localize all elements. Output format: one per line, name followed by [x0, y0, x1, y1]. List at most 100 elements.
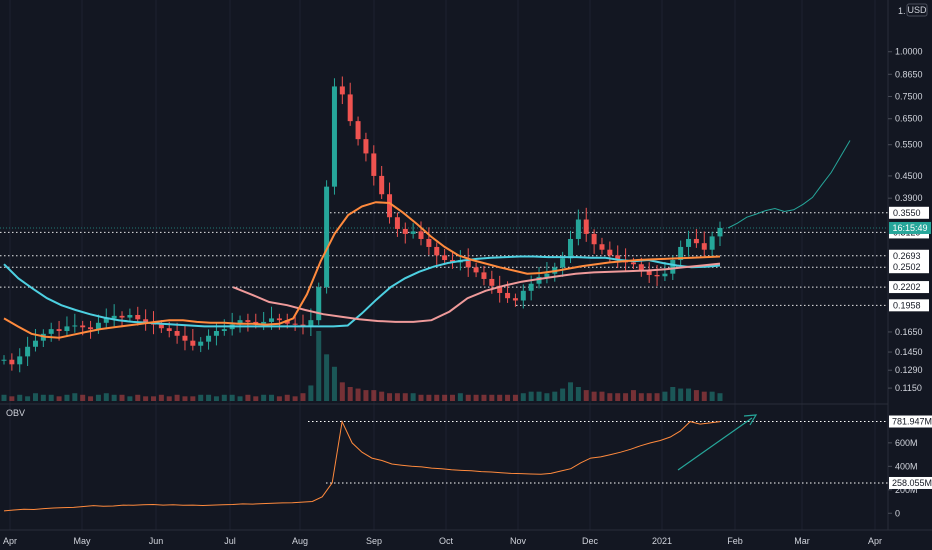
volume-bar [457, 393, 463, 401]
candle-body [9, 359, 15, 365]
candle-body [402, 228, 408, 234]
candle-body [182, 335, 188, 341]
top-corner-label: 1. [898, 6, 906, 16]
volume-bar [623, 393, 629, 401]
obv-tick-label: 200M [895, 485, 918, 495]
volume-bar [552, 391, 558, 401]
price-level-label: 0.2693 [893, 251, 921, 261]
volume-bar [520, 393, 526, 401]
countdown-label: 16:15:49 [892, 223, 927, 233]
candle-body [276, 318, 282, 321]
price-tick-label: 0.6500 [895, 114, 923, 124]
volume-bar [599, 391, 605, 401]
candle-body [316, 287, 322, 321]
candle-body [308, 320, 314, 327]
candle-body [88, 327, 94, 330]
candle-body [261, 321, 267, 324]
forecast-line [727, 140, 851, 229]
obv-labels: 781.947M 258.055M [889, 415, 932, 489]
x-tick-label: Feb [727, 536, 743, 546]
volume-bar [32, 393, 38, 401]
volume-bar [150, 396, 156, 401]
volume-bar [387, 393, 393, 401]
volume-bar [119, 394, 125, 401]
candle-body [481, 272, 487, 279]
candle-body [143, 319, 149, 323]
volume-bar [717, 393, 723, 401]
candle-body [339, 86, 345, 95]
volume-bar [72, 393, 78, 401]
volume-bar [410, 393, 416, 401]
candle-body [497, 285, 503, 293]
price-tick-label: 0.4500 [895, 171, 923, 181]
volume-bar [143, 396, 149, 401]
candle-body [686, 238, 692, 247]
price-panel[interactable] [0, 76, 888, 401]
candle-body [394, 217, 400, 229]
price-level-label: 0.1958 [893, 300, 921, 310]
volume-bar [560, 388, 566, 401]
candle-body [489, 278, 495, 286]
price-level-badge [889, 249, 929, 262]
volume-bar [229, 394, 235, 401]
candle-body [379, 175, 385, 195]
candle-body [331, 86, 337, 187]
candle-body [693, 238, 699, 244]
moving-average-line [3, 201, 721, 339]
candle-body [103, 318, 109, 323]
price-tick-label: 0.1650 [895, 327, 923, 337]
candle-body [615, 255, 621, 261]
volume-bar [48, 394, 54, 401]
candle-body [670, 260, 676, 274]
candle-body [221, 329, 227, 332]
candle-body [292, 323, 298, 325]
candle-body [638, 264, 644, 271]
candle-body [95, 322, 101, 330]
volume-bar [25, 396, 31, 401]
candle-body [426, 238, 432, 247]
candle-body [442, 255, 448, 261]
volume-bar [701, 391, 707, 401]
volume-bar [607, 393, 613, 401]
volume-bar [615, 393, 621, 401]
candle-body [575, 219, 581, 239]
price-level-badge [889, 299, 929, 312]
candle-body [591, 233, 597, 245]
volume-bar [363, 390, 369, 401]
volume-bar [505, 394, 511, 401]
candle-body [355, 121, 361, 140]
candle-body [135, 314, 141, 320]
volume-bar [135, 394, 141, 401]
volume-bar [245, 394, 251, 401]
obv-tick-label: 400M [895, 461, 918, 471]
volume-bar [17, 394, 23, 401]
candle-body [56, 329, 62, 332]
obv-panel[interactable]: OBV [3, 408, 888, 512]
volume-bar [528, 391, 534, 401]
x-ticks: Apr May Jun Jul Aug Sep Oct Nov Dec 2021 Feb Mar Apr [3, 536, 882, 546]
candle-body [111, 315, 117, 319]
candle-body [237, 320, 243, 325]
price-scale[interactable]: 1.0000 0.8650 0.7500 0.6500 0.5500 0.4500 0.39… [887, 0, 932, 530]
volume-bar [379, 391, 385, 401]
candle-body [678, 246, 684, 261]
volume-bar [206, 394, 212, 401]
price-tick-label: 0.1450 [895, 347, 923, 357]
candle-body [213, 331, 219, 336]
volume-bar [339, 382, 345, 401]
volume-bar [237, 396, 243, 401]
price-tick-label: 0.7500 [895, 91, 923, 101]
volume-bar [638, 393, 644, 401]
candle-body [190, 340, 196, 346]
candle-body [709, 236, 715, 250]
current-price-badge [889, 221, 931, 234]
currency-badge[interactable] [906, 3, 928, 17]
volume-bar [426, 394, 432, 401]
price-level-label: 0.3550 [893, 208, 921, 218]
candle-body [245, 320, 251, 322]
candle-body [701, 243, 707, 250]
price-level-label: 0.2202 [893, 282, 921, 292]
candle-body [80, 325, 86, 328]
time-axis[interactable]: Apr May Jun Jul Aug Sep Oct Nov Dec 2021 Feb Mar Apr [0, 529, 932, 546]
